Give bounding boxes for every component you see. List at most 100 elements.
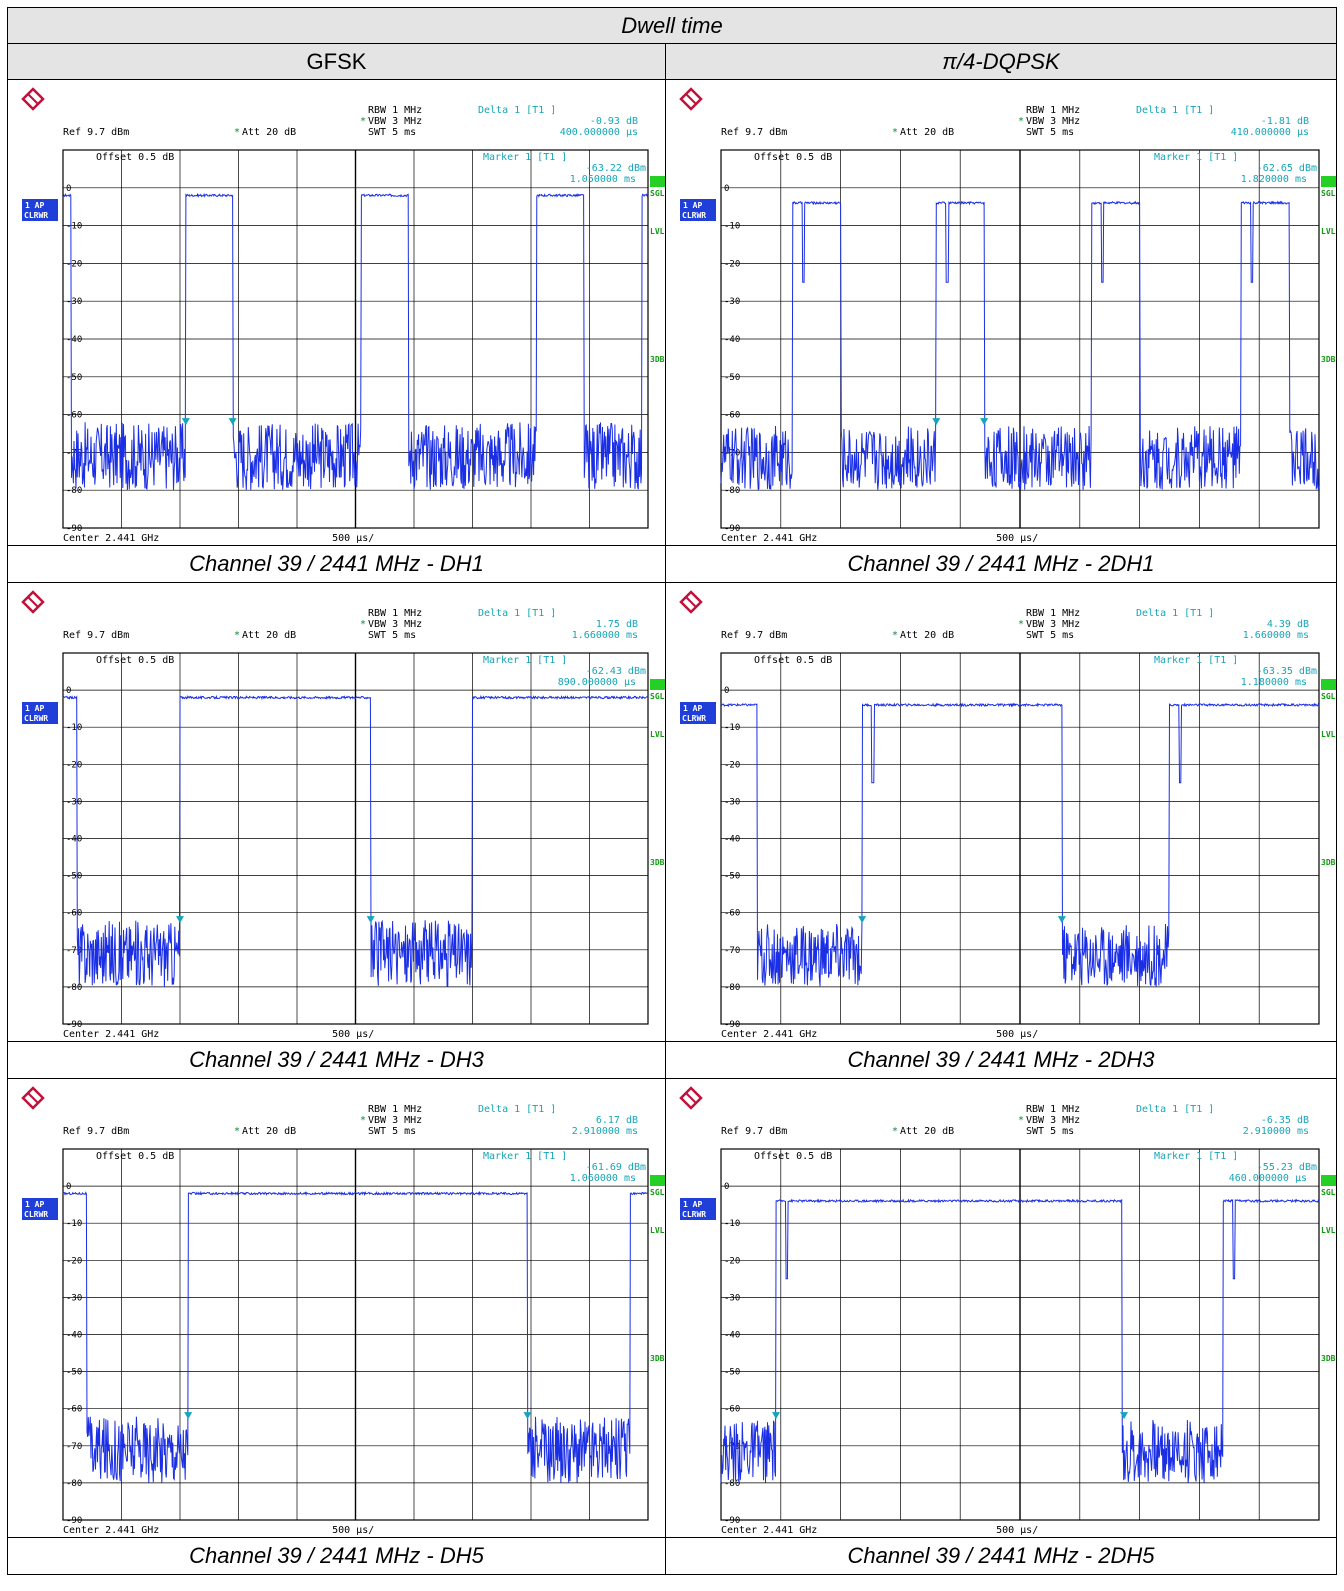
y-tick-label: -10 (724, 222, 740, 232)
swt-label: SWT 5 ms (1026, 1126, 1074, 1137)
side-label-3db: 3DB (650, 858, 665, 867)
delta-label: Delta 1 [T1 ] (478, 105, 556, 116)
rbw-label: RBW 1 MHz (1026, 608, 1080, 619)
offset-label: Offset 0.5 dB (754, 655, 832, 666)
att-asterisk: * (234, 127, 240, 138)
trace-badge-label: 1 AP (683, 201, 702, 210)
col-header-gfsk: GFSK (7, 43, 666, 80)
y-tick-label: -50 (66, 1368, 82, 1378)
att-asterisk: * (234, 1126, 240, 1137)
side-label-sgl: SGL (1321, 692, 1336, 701)
marker-1 (772, 1412, 781, 1420)
plot-cell: RBW 1 MHz * VBW 3 MHz SWT 5 ms Ref 9.7 dBm * A… (7, 1078, 666, 1538)
side-label-lvl: LVL (650, 227, 665, 236)
rs-logo-icon (679, 590, 703, 614)
plot-cell: RBW 1 MHz * VBW 3 MHz SWT 5 ms Ref 9.7 dBm * A… (665, 582, 1337, 1042)
att-label: Att 20 dB (900, 630, 954, 641)
offset-label: Offset 0.5 dB (96, 655, 174, 666)
y-tick-label: -20 (724, 259, 740, 269)
marker-value: -63.35 dBm (1257, 666, 1317, 677)
caption-dh1: Channel 39 / 2441 MHz - DH1 (7, 545, 666, 583)
delta-label: Delta 1 [T1 ] (1136, 1104, 1214, 1115)
y-tick-label: -60 (724, 909, 740, 919)
delta-time: 2.910000 ms (1243, 1126, 1309, 1137)
trace-mode-label: CLRWR (24, 1210, 48, 1219)
att-label: Att 20 dB (242, 127, 296, 138)
y-tick-label: 0 (724, 686, 729, 696)
rs-logo-icon (21, 1086, 45, 1110)
trace-mode-label: CLRWR (24, 211, 48, 220)
delta-label: Delta 1 [T1 ] (1136, 608, 1214, 619)
center-label: Center 2.441 GHz (721, 533, 817, 544)
marker-label: Marker 1 [T1 ] (1154, 1151, 1238, 1162)
att-asterisk: * (892, 1126, 898, 1137)
side-label-lvl: LVL (1321, 227, 1336, 236)
att-label: Att 20 dB (242, 630, 296, 641)
y-tick-label: -10 (66, 723, 82, 733)
vbw-label: VBW 3 MHz (1026, 619, 1080, 630)
vbw-asterisk: * (360, 1115, 366, 1126)
y-tick-label: -90 (66, 1020, 82, 1030)
side-label-3db: 3DB (1321, 1354, 1336, 1363)
y-tick-label: -10 (66, 222, 82, 232)
ref-label: Ref 9.7 dBm (721, 127, 787, 138)
y-tick-label: -50 (724, 373, 740, 383)
rs-logo-icon (679, 1086, 703, 1110)
plot-cell: RBW 1 MHz * VBW 3 MHz SWT 5 ms Ref 9.7 dBm * A… (7, 582, 666, 1042)
ref-label: Ref 9.7 dBm (63, 1126, 129, 1137)
y-tick-label: -80 (724, 486, 740, 496)
y-tick-label: -90 (66, 524, 82, 534)
y-tick-label: -60 (724, 1405, 740, 1415)
marker-label: Marker 1 [T1 ] (1154, 655, 1238, 666)
y-tick-label: -80 (66, 983, 82, 993)
side-label-sgl: SGL (1321, 189, 1336, 198)
marker-time: 890.000000 µs (558, 677, 636, 688)
y-tick-label: -70 (66, 946, 82, 956)
vbw-asterisk: * (1018, 619, 1024, 630)
span-label: 500 µs/ (332, 533, 374, 544)
trace-badge (680, 1198, 716, 1220)
y-tick-label: -30 (724, 797, 740, 807)
marker-label: Marker 1 [T1 ] (1154, 152, 1238, 163)
y-tick-label: 0 (724, 184, 729, 194)
y-tick-label: -60 (66, 411, 82, 421)
y-tick-label: -40 (724, 835, 740, 845)
y-tick-label: -20 (66, 1256, 82, 1266)
rs-logo-icon (21, 590, 45, 614)
y-tick-label: -60 (66, 1405, 82, 1415)
y-tick-label: -10 (66, 1219, 82, 1229)
y-tick-label: -80 (724, 1479, 740, 1489)
rbw-label: RBW 1 MHz (1026, 1104, 1080, 1115)
vbw-label: VBW 3 MHz (1026, 116, 1080, 127)
delta-time: 2.910000 ms (572, 1126, 638, 1137)
trace-badge (22, 199, 58, 221)
y-tick-label: -50 (724, 1368, 740, 1378)
delta-value: -0.93 dB (590, 116, 638, 127)
marker-1 (932, 418, 941, 426)
marker-value: -63.22 dBm (586, 163, 646, 174)
y-tick-label: -80 (66, 1479, 82, 1489)
trace-badge-label: 1 AP (25, 1200, 44, 1209)
delta-time: 410.000000 µs (1231, 127, 1309, 138)
trace-badge-label: 1 AP (25, 201, 44, 210)
y-tick-label: -60 (724, 411, 740, 421)
y-tick-label: -90 (724, 524, 740, 534)
caption-2dh5: Channel 39 / 2441 MHz - 2DH5 (665, 1537, 1337, 1575)
marker-1 (176, 916, 184, 924)
y-tick-label: -90 (66, 1516, 82, 1526)
trace-badge (22, 1198, 58, 1220)
delta-marker (1120, 1412, 1129, 1420)
caption-2dh3: Channel 39 / 2441 MHz - 2DH3 (665, 1041, 1337, 1079)
y-tick-label: -30 (724, 297, 740, 307)
marker-1 (181, 418, 190, 426)
y-tick-label: 0 (66, 184, 71, 194)
delta-marker (228, 418, 237, 426)
offset-label: Offset 0.5 dB (754, 152, 832, 163)
trace-badge (680, 199, 716, 221)
rbw-label: RBW 1 MHz (368, 1104, 422, 1115)
marker-label: Marker 1 [T1 ] (483, 655, 567, 666)
